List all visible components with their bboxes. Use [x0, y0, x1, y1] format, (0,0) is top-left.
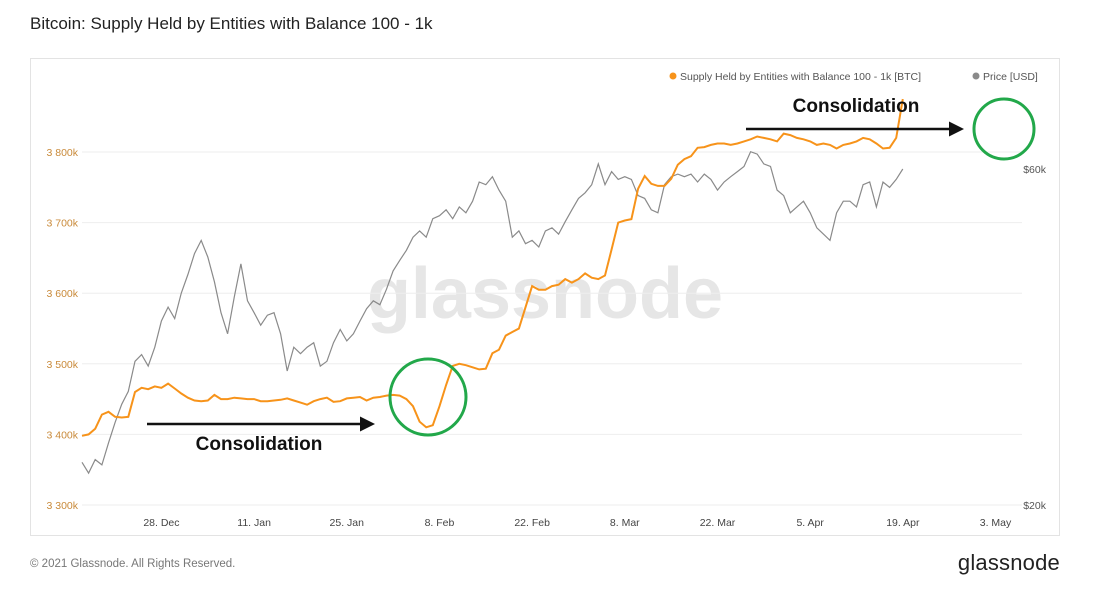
highlight-circle	[388, 357, 468, 437]
x-tick-label: 8. Mar	[610, 517, 640, 529]
x-tick-label: 28. Dec	[143, 517, 179, 529]
x-tick-label: 22. Mar	[700, 517, 736, 529]
highlight-circle	[972, 97, 1036, 161]
x-tick-label: 3. May	[980, 517, 1012, 529]
x-tick-label: 5. Apr	[796, 517, 824, 529]
brand-logo[interactable]: glassnode	[957, 550, 1060, 575]
series-supply-line	[81, 98, 904, 437]
legend-price-label[interactable]: Price [USD]	[983, 71, 1038, 83]
y-left-tick-label: 3 400k	[46, 429, 78, 441]
x-tick-label: 19. Apr	[886, 517, 920, 529]
chart-title: Bitcoin: Supply Held by Entities with Ba…	[30, 14, 433, 33]
copyright-text: © 2021 Glassnode. All Rights Reserved.	[30, 558, 236, 570]
chart-frame	[30, 58, 1060, 536]
y-right-tick-label: $60k	[1023, 164, 1047, 176]
y-right-tick-label: $20k	[1023, 500, 1047, 512]
legend-supply-label[interactable]: Supply Held by Entities with Balance 100…	[680, 71, 921, 83]
x-tick-label: 11. Jan	[237, 517, 271, 529]
x-tick-label: 8. Feb	[425, 517, 455, 529]
annotation-label: Consolidation	[196, 434, 323, 455]
x-tick-label: 22. Feb	[514, 517, 550, 529]
y-left-tick-label: 3 600k	[46, 288, 78, 300]
legend-price-marker[interactable]	[972, 72, 980, 80]
y-left-tick-label: 3 800k	[46, 147, 78, 159]
y-left-tick-label: 3 300k	[46, 500, 78, 512]
watermark-text: glassnode	[367, 254, 723, 334]
legend-supply-marker[interactable]	[669, 72, 677, 80]
y-left-tick-label: 3 700k	[46, 218, 78, 230]
x-tick-label: 25. Jan	[330, 517, 365, 529]
y-left-tick-label: 3 500k	[46, 359, 78, 371]
annotation-label: Consolidation	[793, 96, 920, 117]
series-price-line	[81, 150, 904, 475]
